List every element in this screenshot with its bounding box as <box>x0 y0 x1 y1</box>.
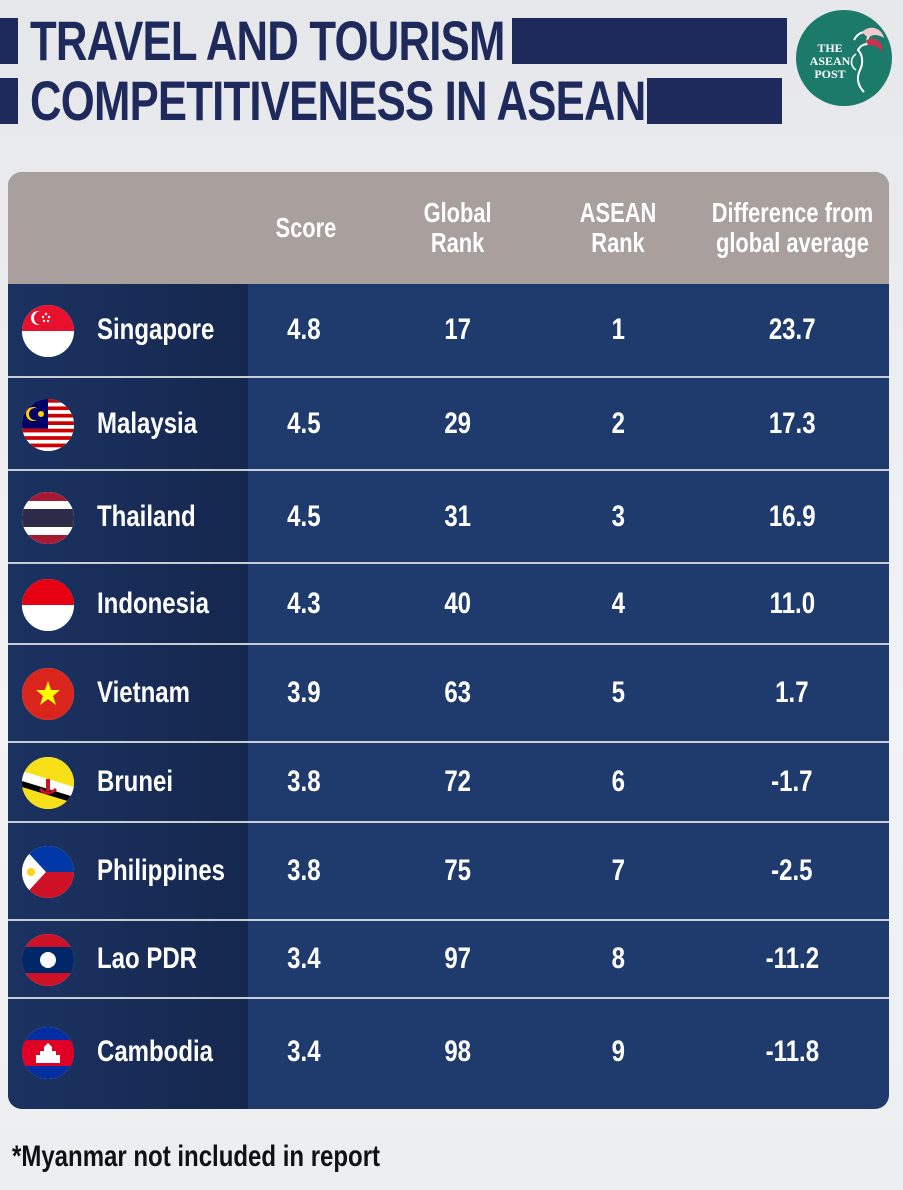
asean-rank-cell: 2 <box>611 407 625 440</box>
score-cell: 4.5 <box>287 500 321 533</box>
row-separator <box>8 562 889 564</box>
brunei-flag-icon <box>22 757 74 809</box>
country-name: Lao PDR <box>97 942 198 975</box>
philippines-flag-icon <box>22 846 74 898</box>
difference-cell: -2.5 <box>771 854 813 887</box>
difference-cell: 1.7 <box>775 676 809 709</box>
difference-cell: 11.0 <box>769 587 815 620</box>
difference-cell: 16.9 <box>768 500 816 533</box>
score-cell: 3.4 <box>287 942 321 975</box>
global-rank-cell: 31 <box>444 500 472 533</box>
table-row: Brunei 3.8 72 6 -1.7 <box>8 743 889 823</box>
global-rank-cell: 72 <box>444 765 472 798</box>
asean-rank-cell: 8 <box>611 942 625 975</box>
vietnam-flag-icon <box>22 668 74 720</box>
row-separator <box>8 919 889 921</box>
difference-cell: 17.3 <box>768 407 816 440</box>
global-rank-cell: 97 <box>444 942 472 975</box>
asean-rank-cell: 9 <box>611 1035 625 1068</box>
asean-rank-cell: 6 <box>611 765 625 798</box>
table-row: Vietnam 3.9 63 5 1.7 <box>8 645 889 743</box>
page-title-line-1: TRAVEL AND TOURISM <box>30 9 505 72</box>
country-name: Singapore <box>97 313 215 346</box>
global-rank-cell: 17 <box>444 313 472 346</box>
asean-post-logo: THE ASEAN POST <box>796 10 892 106</box>
global-rank-cell: 98 <box>444 1035 472 1068</box>
row-separator <box>8 741 889 743</box>
score-cell: 3.4 <box>287 1035 321 1068</box>
thailand-flag-icon <box>22 492 74 544</box>
row-separator <box>8 643 889 645</box>
table-header: Score Global Rank ASEAN Rank Difference … <box>8 172 889 284</box>
column-header-global-rank: Global Rank <box>424 197 492 258</box>
bird-emblem-icon <box>850 27 884 93</box>
country-name: Thailand <box>97 500 196 533</box>
column-header-score: Score <box>275 212 337 243</box>
row-separator <box>8 376 889 378</box>
global-rank-cell: 63 <box>444 676 472 709</box>
table-row: Indonesia 4.3 40 4 11.0 <box>8 564 889 645</box>
country-name: Cambodia <box>97 1035 214 1068</box>
column-header-asean-rank: ASEAN Rank <box>579 197 657 258</box>
competitiveness-table: Score Global Rank ASEAN Rank Difference … <box>8 172 889 1109</box>
singapore-flag-icon <box>22 305 74 357</box>
title-bar-left <box>0 18 18 64</box>
indonesia-flag-icon <box>22 579 74 631</box>
asean-rank-cell: 3 <box>611 500 625 533</box>
title-bar-right <box>512 18 787 64</box>
column-header-difference: Difference from global average <box>711 197 873 258</box>
row-separator <box>8 469 889 471</box>
malaysia-flag-icon <box>22 399 74 451</box>
title-bar-left <box>0 78 18 124</box>
asean-rank-cell: 5 <box>611 676 625 709</box>
global-rank-cell: 40 <box>444 587 472 620</box>
row-separator <box>8 997 889 999</box>
row-separator <box>8 821 889 823</box>
table-row: Cambodia 3.4 98 9 -11.8 <box>8 999 889 1107</box>
global-rank-cell: 75 <box>444 854 472 887</box>
score-cell: 4.5 <box>287 407 321 440</box>
difference-cell: -1.7 <box>771 765 813 798</box>
score-cell: 4.8 <box>287 313 321 346</box>
asean-rank-cell: 4 <box>611 587 625 620</box>
page-title-line-2: COMPETITIVENESS IN ASEAN <box>30 69 646 132</box>
country-name: Vietnam <box>97 676 190 709</box>
score-cell: 3.8 <box>287 765 321 798</box>
asean-rank-cell: 1 <box>611 313 625 346</box>
country-name: Philippines <box>97 854 226 887</box>
title-line-2: COMPETITIVENESS IN ASEAN <box>0 72 782 130</box>
title-bar-right <box>647 78 782 124</box>
score-cell: 3.8 <box>287 854 321 887</box>
score-cell: 3.9 <box>287 676 321 709</box>
logo-text: THE ASEAN POST <box>809 41 851 81</box>
difference-cell: -11.8 <box>765 1035 819 1068</box>
global-rank-cell: 29 <box>444 407 472 440</box>
laos-flag-icon <box>22 934 74 986</box>
country-name: Brunei <box>97 765 174 798</box>
difference-cell: 23.7 <box>768 313 816 346</box>
table-row: Malaysia 4.5 29 2 17.3 <box>8 378 889 471</box>
table-row: Lao PDR 3.4 97 8 -11.2 <box>8 921 889 999</box>
cambodia-flag-icon <box>22 1027 74 1079</box>
table-row: Singapore 4.8 17 1 23.7 <box>8 284 889 378</box>
table-row: Thailand 4.5 31 3 16.9 <box>8 471 889 564</box>
table-row: Philippines 3.8 75 7 -2.5 <box>8 823 889 921</box>
footnote: *Myanmar not included in report <box>12 1140 381 1173</box>
title-line-1: TRAVEL AND TOURISM <box>0 12 787 70</box>
difference-cell: -11.2 <box>765 942 819 975</box>
score-cell: 4.3 <box>287 587 321 620</box>
asean-rank-cell: 7 <box>611 854 625 887</box>
country-name: Malaysia <box>97 407 198 440</box>
country-name: Indonesia <box>97 587 210 620</box>
